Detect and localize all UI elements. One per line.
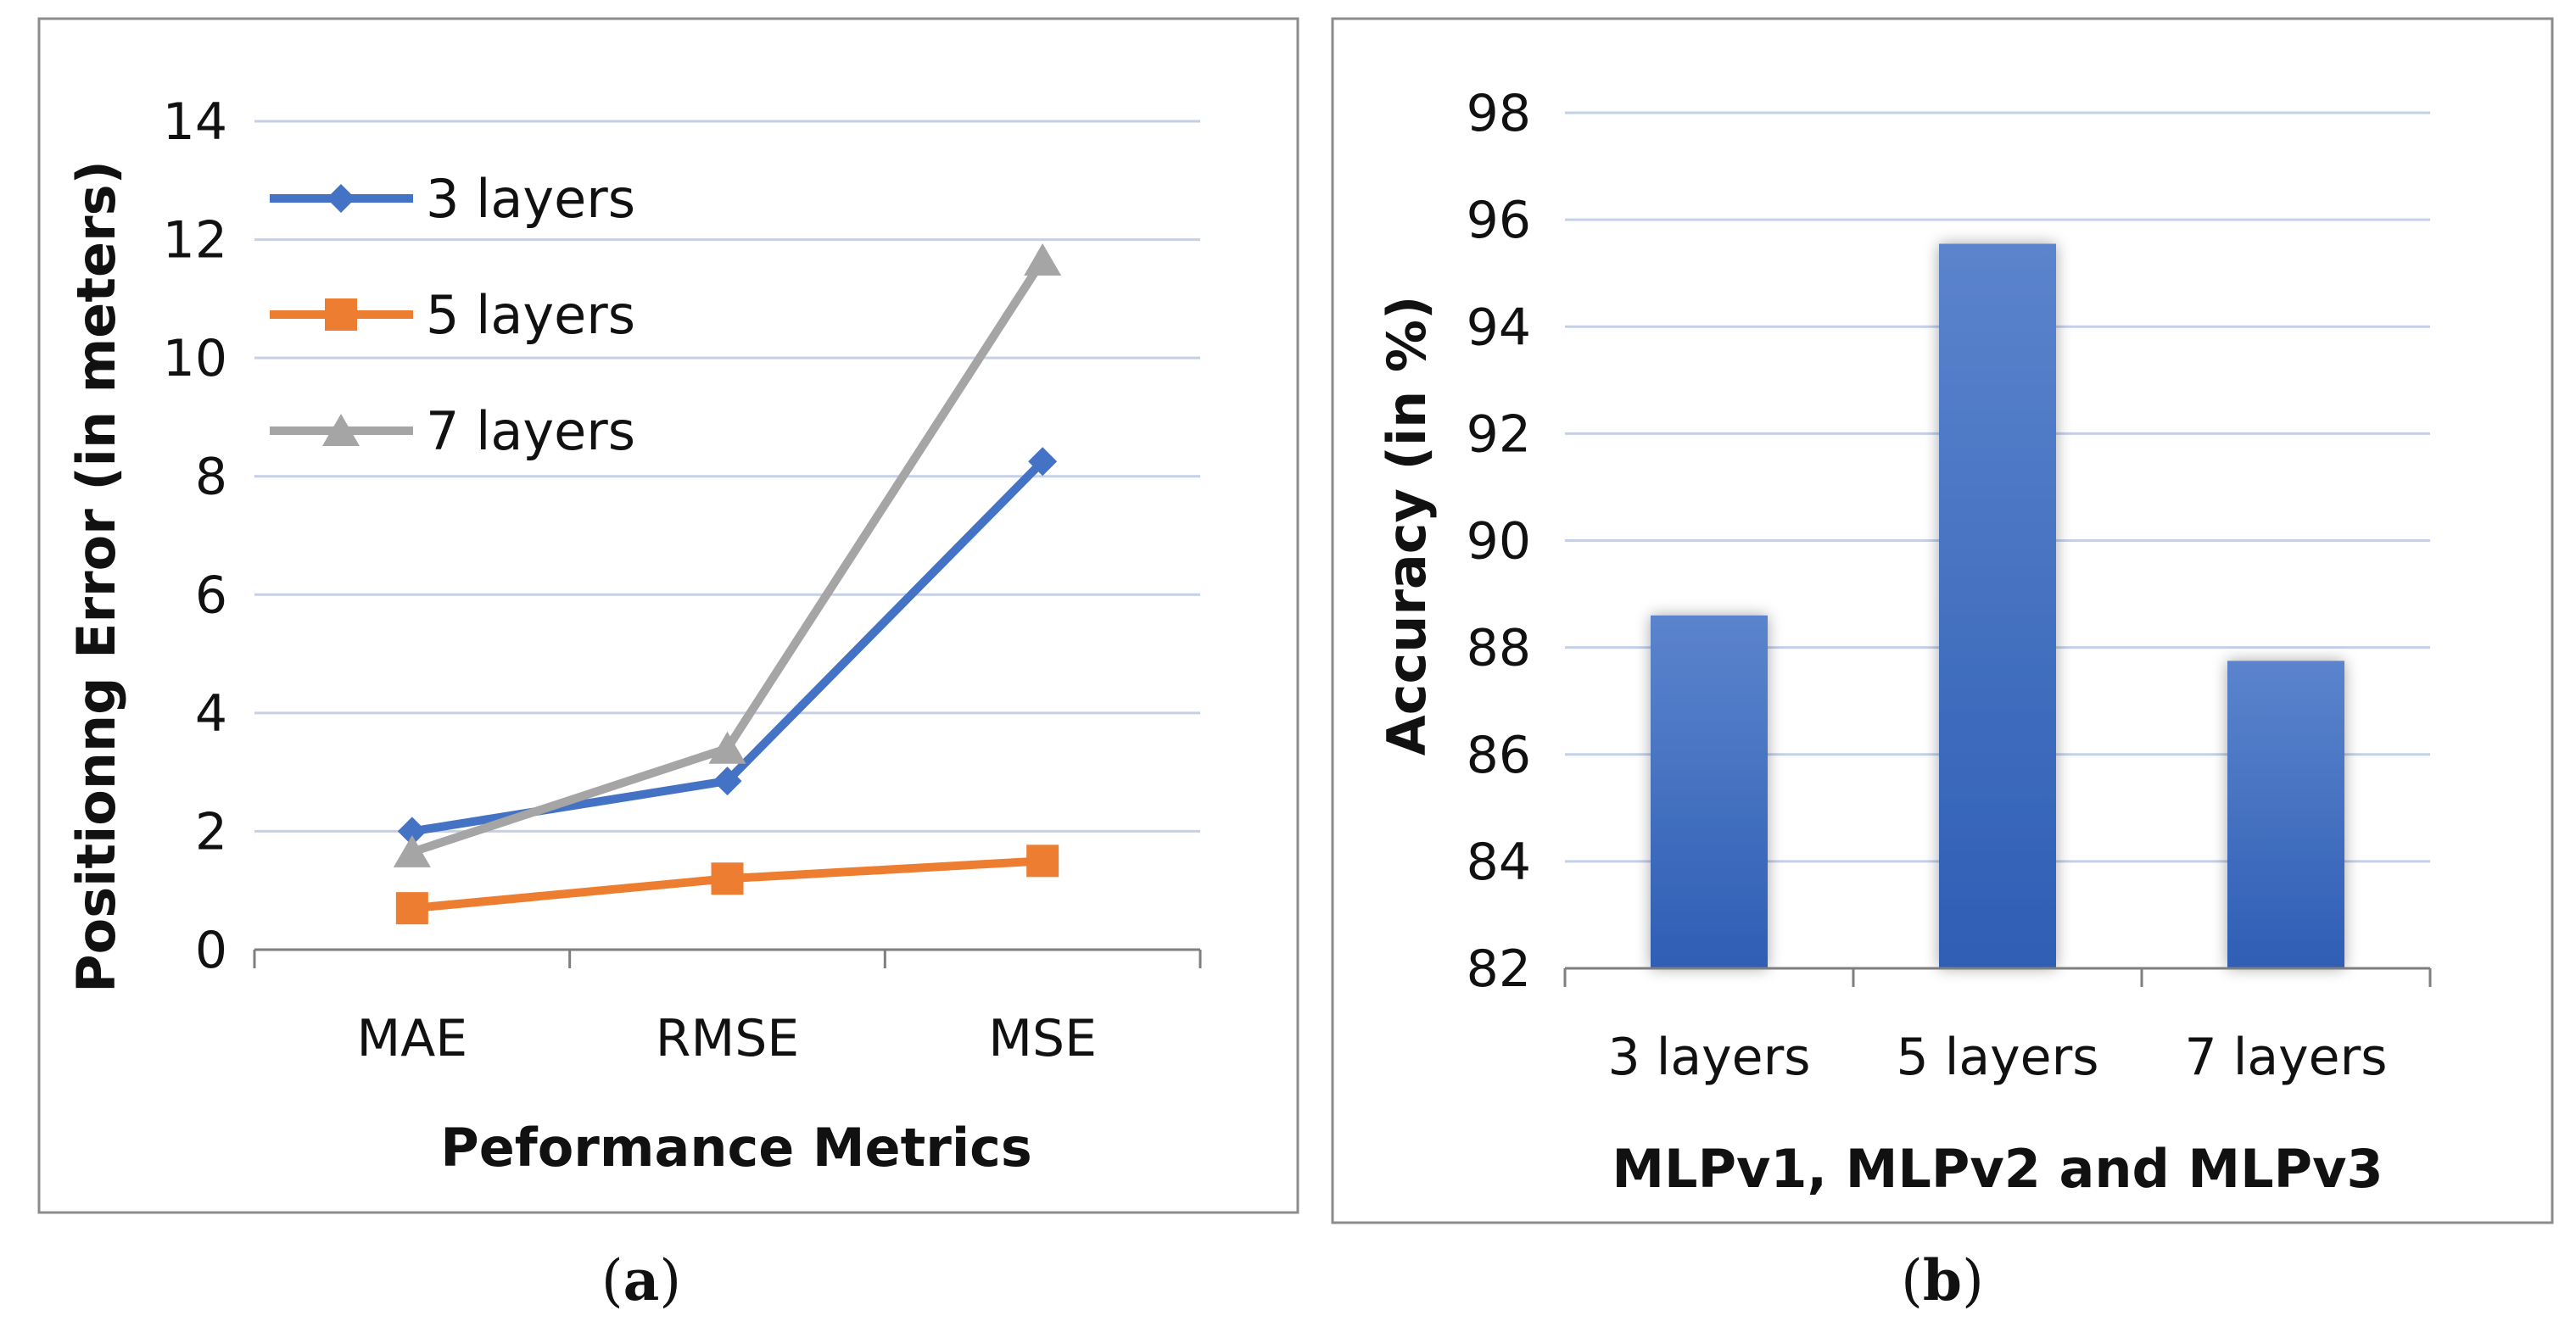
chart-a-legend-item: 7 layers xyxy=(270,400,635,462)
chart-a-data-point xyxy=(711,862,744,895)
chart-a-y-tick-label: 8 xyxy=(195,448,227,507)
chart-a-legend-item: 5 layers xyxy=(270,284,635,346)
chart-a-legend-marker xyxy=(325,298,357,331)
chart-a-x-ticks xyxy=(253,950,1202,968)
chart-b-y-tick-label: 82 xyxy=(1467,939,1531,999)
chart-a-caption-open: ( xyxy=(601,1248,623,1313)
chart-b-y-tick-label: 88 xyxy=(1467,619,1531,678)
chart-b-x-tick-label: 5 layers xyxy=(1896,1028,2098,1087)
chart-a-caption-letter: a xyxy=(623,1247,660,1313)
chart-a-y-tick-label: 2 xyxy=(195,802,227,861)
chart-a-y-tick-label: 0 xyxy=(195,921,227,980)
chart-a-legend-label: 7 layers xyxy=(426,400,635,462)
chart-b-bar xyxy=(2227,661,2344,968)
chart-a-data-point xyxy=(1026,845,1059,878)
chart-a-data-point xyxy=(395,892,428,925)
chart-a-legend-marker xyxy=(322,414,360,446)
chart-b-y-tick-labels: 82 84 86 88 90 92 94 96 98 xyxy=(1467,84,1531,999)
chart-a-legend-item: 3 layers xyxy=(270,168,635,230)
chart-a-x-tick-label: MSE xyxy=(988,1009,1097,1068)
chart-a-x-tick-label: RMSE xyxy=(656,1009,799,1068)
chart-a-x-axis-title: Peformance Metrics xyxy=(440,1117,1031,1179)
chart-b-y-tick-label: 94 xyxy=(1467,298,1531,357)
chart-b-caption-open: ( xyxy=(1901,1248,1923,1313)
chart-b-y-tick-label: 96 xyxy=(1467,191,1531,250)
chart-b-y-tick-label: 84 xyxy=(1467,833,1531,892)
chart-b-caption: (b) xyxy=(1901,1247,1984,1313)
chart-a-caption: (a) xyxy=(601,1247,681,1313)
chart-a-data-point xyxy=(393,834,431,867)
chart-a-y-tick-label: 12 xyxy=(163,211,227,270)
chart-b-x-tick-label: 3 layers xyxy=(1607,1028,1810,1087)
chart-b-y-axis-title: Accuracy (in %) xyxy=(1376,296,1438,756)
positioning-error-line-chart: 0 2 4 6 8 10 12 14 MAE RMSE MSE 3 layers 5 layers 7… xyxy=(37,17,1299,1214)
chart-b-bar xyxy=(1939,243,2056,968)
chart-a-y-tick-label: 6 xyxy=(195,566,227,625)
chart-a-x-tick-label: MAE xyxy=(356,1009,467,1068)
chart-a-legend-label: 5 layers xyxy=(426,284,635,346)
chart-a-series-square xyxy=(395,845,1059,925)
chart-b-x-ticks xyxy=(1563,968,2432,987)
chart-a-y-tick-label: 10 xyxy=(163,329,227,388)
chart-b-y-tick-label: 86 xyxy=(1467,726,1531,785)
chart-a-data-point xyxy=(1024,243,1062,276)
accuracy-bar-chart: 82 84 86 88 90 92 94 96 98 3 layers 5 layers 7 lay… xyxy=(1331,17,2554,1224)
chart-a-y-axis-title: Positionng Error (in meters) xyxy=(65,160,127,993)
chart-a-legend: 3 layers 5 layers 7 layers xyxy=(270,168,635,462)
chart-a-data-point xyxy=(712,767,742,796)
chart-a-data-point xyxy=(397,817,427,846)
chart-a-data-point xyxy=(708,731,746,764)
chart-b-caption-close: ) xyxy=(1962,1248,1984,1313)
chart-a-data-point xyxy=(1028,447,1058,477)
chart-a-series-triangle xyxy=(393,243,1062,867)
chart-b-y-tick-label: 92 xyxy=(1467,404,1531,464)
chart-b-x-tick-label: 7 layers xyxy=(2184,1028,2387,1087)
chart-b-y-tick-label: 98 xyxy=(1467,84,1531,143)
chart-b-bar xyxy=(1651,615,1768,968)
chart-a-frame xyxy=(37,17,1299,1214)
chart-b-x-axis-title: MLPv1, MLPv2 and MLPv3 xyxy=(1612,1138,2383,1200)
chart-a-y-tick-label: 4 xyxy=(195,684,227,744)
chart-a-legend-marker xyxy=(327,184,355,213)
chart-a-legend-label: 3 layers xyxy=(426,168,635,230)
chart-a-series xyxy=(393,243,1062,925)
chart-a-caption-close: ) xyxy=(659,1248,681,1313)
chart-a-y-tick-labels: 0 2 4 6 8 10 12 14 xyxy=(163,92,227,980)
chart-a-x-tick-labels: MAE RMSE MSE xyxy=(356,1009,1097,1068)
chart-b-y-tick-label: 90 xyxy=(1467,512,1531,571)
chart-b-caption-letter: b xyxy=(1923,1247,1962,1313)
chart-a-y-tick-label: 14 xyxy=(163,92,227,152)
chart-b-bars xyxy=(1651,243,2344,968)
chart-b-x-tick-labels: 3 layers 5 layers 7 layers xyxy=(1607,1028,2387,1087)
